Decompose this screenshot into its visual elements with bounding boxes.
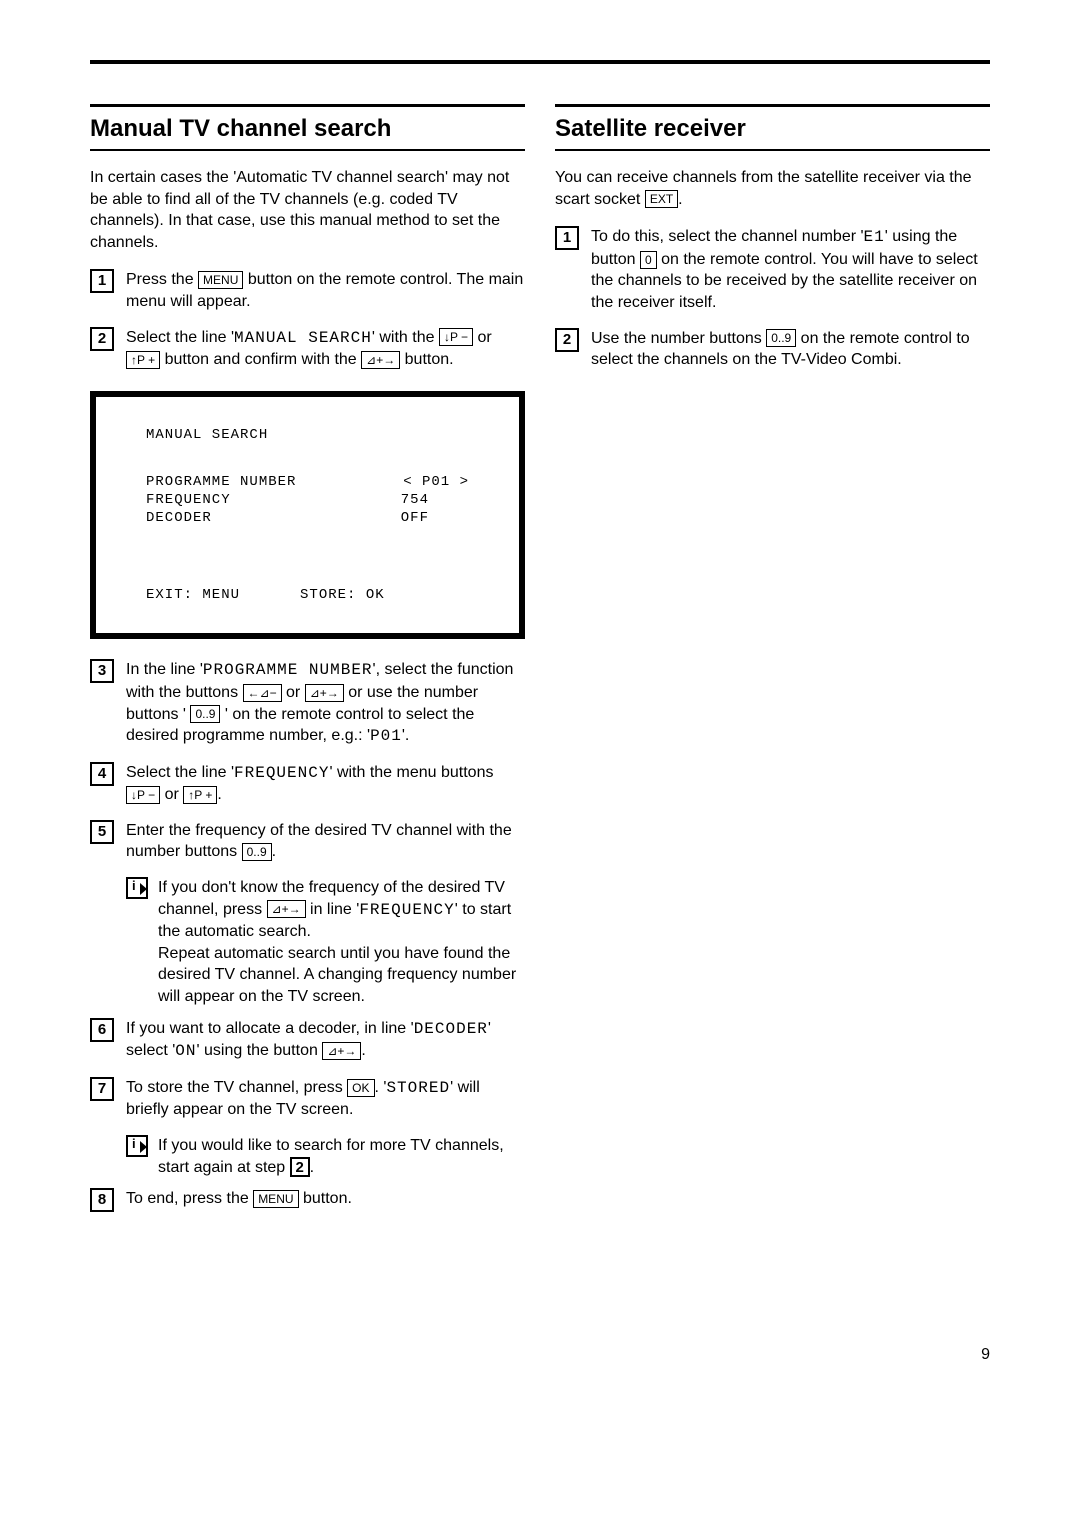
step-6: 6 If you want to allocate a decoder, in … — [90, 1018, 525, 1063]
step-3: 3 In the line 'PROGRAMME NUMBER', select… — [90, 659, 525, 747]
p-up-key: ↑P + — [126, 351, 160, 369]
step-text: If you want to allocate a decoder, in li… — [126, 1018, 525, 1063]
step-text: Select the line 'FREQUENCY' with the men… — [126, 762, 525, 806]
right-column: Satellite receiver You can receive chann… — [555, 104, 990, 1226]
tv-body: PROGRAMME NUMBER< P01 > FREQUENCY754 DEC… — [146, 473, 469, 528]
step-2: 2 Use the number buttons 0..9 on the rem… — [555, 328, 990, 371]
left-column: Manual TV channel search In certain case… — [90, 104, 525, 1226]
left-key: ←⊿− — [243, 684, 282, 702]
step-text: Press the MENU button on the remote cont… — [126, 269, 525, 312]
step-text: To do this, select the channel number 'E… — [591, 226, 990, 313]
section-title: Manual TV channel search — [90, 115, 525, 143]
step-text: In the line 'PROGRAMME NUMBER', select t… — [126, 659, 525, 747]
step-text: Use the number buttons 0..9 on the remot… — [591, 328, 990, 371]
zero-key: 0 — [640, 251, 657, 269]
step-number: 6 — [90, 1018, 114, 1042]
step-text: Enter the frequency of the desired TV ch… — [126, 820, 525, 863]
ok-key: OK — [347, 1079, 374, 1097]
p-down-key: ↓P − — [439, 328, 473, 346]
step-text: Select the line 'MANUAL SEARCH' with the… — [126, 327, 525, 371]
section-title: Satellite receiver — [555, 115, 990, 143]
right-key: ⊿+→ — [267, 900, 306, 918]
step-1: 1 To do this, select the channel number … — [555, 226, 990, 313]
number-keys: 0..9 — [766, 329, 796, 347]
right-key: ⊿+→ — [361, 351, 400, 369]
step-2: 2 Select the line 'MANUAL SEARCH' with t… — [90, 327, 525, 371]
tip-text: If you would like to search for more TV … — [158, 1135, 525, 1178]
top-divider — [90, 60, 990, 64]
section-underline — [555, 149, 990, 151]
step-number: 4 — [90, 762, 114, 786]
info-icon — [126, 1135, 148, 1157]
step-ref: 2 — [290, 1157, 310, 1177]
menu-key: MENU — [198, 271, 243, 289]
step-8: 8 To end, press the MENU button. — [90, 1188, 525, 1212]
menu-key: MENU — [253, 1190, 298, 1208]
step-number: 1 — [90, 269, 114, 293]
step-1: 1 Press the MENU button on the remote co… — [90, 269, 525, 312]
tip-text: If you don't know the frequency of the d… — [158, 877, 525, 1008]
tip: If you don't know the frequency of the d… — [126, 877, 525, 1008]
step-text: To store the TV channel, press OK. 'STOR… — [126, 1077, 525, 1121]
tip: If you would like to search for more TV … — [126, 1135, 525, 1178]
intro-text: In certain cases the 'Automatic TV chann… — [90, 167, 525, 253]
tv-footer: EXIT: MENU STORE: OK — [146, 587, 469, 603]
step-7: 7 To store the TV channel, press OK. 'ST… — [90, 1077, 525, 1121]
step-number: 2 — [555, 328, 579, 352]
tv-title: MANUAL SEARCH — [146, 427, 469, 443]
section-divider — [555, 104, 990, 107]
right-key: ⊿+→ — [322, 1042, 361, 1060]
step-4: 4 Select the line 'FREQUENCY' with the m… — [90, 762, 525, 806]
step-number: 5 — [90, 820, 114, 844]
p-down-key: ↓P − — [126, 786, 160, 804]
section-divider — [90, 104, 525, 107]
section-underline — [90, 149, 525, 151]
intro-text: You can receive channels from the satell… — [555, 167, 990, 210]
number-keys: 0..9 — [242, 843, 272, 861]
step-number: 2 — [90, 327, 114, 351]
info-icon — [126, 877, 148, 899]
step-text: To end, press the MENU button. — [126, 1188, 525, 1210]
step-5: 5 Enter the frequency of the desired TV … — [90, 820, 525, 863]
step-number: 7 — [90, 1077, 114, 1101]
step-number: 3 — [90, 659, 114, 683]
step-number: 8 — [90, 1188, 114, 1212]
number-keys: 0..9 — [190, 705, 220, 723]
tv-screenshot: MANUAL SEARCH PROGRAMME NUMBER< P01 > FR… — [90, 391, 525, 640]
page-number: 9 — [90, 1346, 990, 1364]
ext-socket: EXT — [645, 190, 678, 208]
p-up-key: ↑P + — [183, 786, 217, 804]
step-number: 1 — [555, 226, 579, 250]
right-key: ⊿+→ — [305, 684, 344, 702]
